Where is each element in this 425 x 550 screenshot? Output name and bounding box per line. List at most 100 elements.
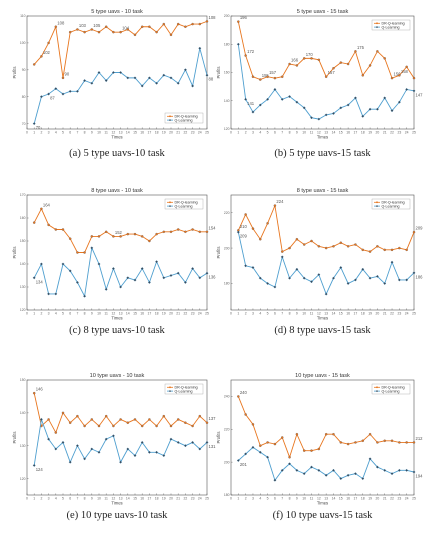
x-tick-label: 3 [252, 497, 254, 501]
data-point [251, 266, 255, 270]
x-tick-label: 9 [91, 312, 93, 316]
y-tick-label: 120 [224, 127, 230, 131]
legend-marker [169, 386, 171, 389]
data-point [104, 414, 108, 418]
data-point [140, 84, 144, 88]
x-tick-label: 2 [245, 497, 247, 501]
data-point [259, 78, 262, 81]
data-point [398, 246, 401, 250]
data-point [376, 441, 379, 444]
data-point [169, 437, 173, 441]
data-label: 131 [209, 444, 217, 449]
data-point [32, 463, 36, 467]
x-tick-label: 18 [155, 497, 159, 501]
x-tick-label: 20 [169, 312, 173, 316]
data-point [176, 418, 180, 421]
data-point [310, 465, 313, 469]
y-tick-label: 140 [20, 411, 26, 415]
series-q-learning: 201 194 [236, 445, 423, 482]
data-point [390, 439, 394, 443]
data-point [273, 442, 277, 446]
x-tick-label: 4 [55, 131, 57, 135]
legend-box [371, 19, 411, 31]
x-tick-label: 10 [302, 312, 306, 316]
legend-label: Q-Learning [382, 25, 400, 29]
data-point [47, 437, 51, 441]
y-tick-label: 180 [224, 282, 230, 286]
data-point [244, 264, 248, 268]
x-tick-label: 23 [191, 131, 195, 135]
data-point [361, 477, 365, 481]
data-point [302, 243, 306, 246]
data-point [368, 432, 372, 436]
data-point [317, 58, 321, 62]
data-point [191, 228, 194, 231]
y-tick-label: 140 [20, 262, 26, 266]
data-point [266, 75, 269, 78]
chart-title: 8 type uavs - 10 task [91, 188, 143, 194]
x-tick-label: 10 [302, 131, 306, 135]
x-tick-label: 8 [289, 131, 291, 135]
data-point [368, 250, 372, 253]
x-tick-label: 13 [119, 312, 123, 316]
data-point [97, 30, 101, 34]
data-point [302, 106, 306, 110]
x-tick-label: 8 [289, 497, 291, 501]
data-point [104, 79, 108, 83]
x-tick-label: 9 [296, 497, 298, 501]
data-point [266, 441, 269, 444]
x-tick-label: 18 [361, 312, 365, 316]
data-point [281, 436, 284, 439]
data-point [68, 460, 72, 464]
legend-label: DR-Q-learning [175, 386, 198, 390]
data-point [302, 276, 306, 280]
x-tick-label: 21 [383, 131, 387, 135]
x-tick-label: 2 [40, 131, 42, 135]
data-point [39, 417, 43, 421]
data-label: 240 [240, 390, 248, 395]
x-tick-label: 23 [397, 312, 401, 316]
data-point [169, 33, 173, 37]
x-tick-label: 5 [62, 497, 64, 501]
x-tick-label: 22 [184, 312, 188, 316]
data-point [133, 33, 137, 37]
legend-label: Q-Learning [382, 389, 400, 393]
x-tick-label: 0 [26, 312, 28, 316]
legend-marker [376, 390, 378, 393]
data-point [383, 57, 386, 60]
data-point [405, 278, 409, 282]
x-tick-label: 16 [346, 497, 350, 501]
figure-caption: (d) 8 type uavs-15 task [274, 325, 371, 336]
data-point [83, 79, 87, 83]
data-point [383, 281, 387, 285]
data-label: 124 [36, 467, 44, 472]
x-tick-label: 24 [198, 312, 202, 316]
data-point [273, 204, 277, 207]
y-axis-label: Profits [12, 67, 17, 79]
data-point [205, 271, 209, 275]
data-point [47, 223, 50, 227]
data-point [162, 73, 166, 77]
y-axis-label: Profits [216, 67, 221, 79]
data-point [126, 28, 130, 31]
data-label: 158 [401, 69, 409, 74]
data-point [198, 447, 202, 451]
series-line [237, 203, 415, 253]
data-point [244, 97, 248, 101]
y-axis-label: Profits [216, 247, 221, 259]
data-point [258, 103, 262, 107]
data-label: 166 [291, 58, 299, 63]
data-point [112, 235, 115, 238]
data-point [104, 230, 108, 234]
data-label: 136 [209, 275, 217, 280]
y-axis-label: Profits [12, 432, 17, 444]
data-point [368, 107, 372, 111]
data-point [83, 457, 87, 461]
data-point [273, 87, 277, 91]
data-point [155, 232, 158, 236]
data-point [346, 442, 350, 446]
legend-box [164, 198, 204, 210]
data-point [295, 468, 299, 472]
